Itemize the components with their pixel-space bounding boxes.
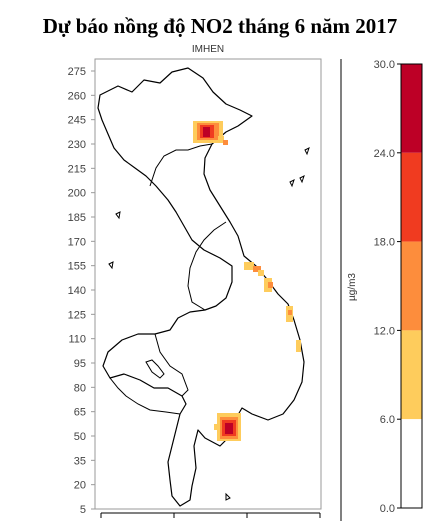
no2-hotspot-hanoi — [193, 121, 228, 145]
vietnam-outline — [97, 67, 305, 507]
no2-hotspot-hue-danang — [244, 262, 264, 276]
y-tick-label: 260 — [68, 90, 86, 102]
y-tick-label: 275 — [68, 66, 86, 78]
paracel-islands — [289, 147, 310, 188]
tonle-sap-lake — [145, 359, 165, 379]
legend-break-labels: 30.0 24.0 18.0 12.0 6.0 0.0 — [374, 59, 401, 515]
islands — [108, 211, 231, 501]
no2-hotspot-hcmc — [214, 413, 241, 441]
y-tick-label: 230 — [68, 139, 86, 151]
legend-break-label: 0.0 — [380, 503, 395, 515]
legend-break-label: 24.0 — [374, 148, 395, 160]
y-tick-label: 50 — [74, 431, 86, 443]
no2-hotspot-quang-ngai — [264, 278, 273, 292]
map-title: Dự báo nồng độ NO2 tháng 6 năm 2017 — [42, 14, 398, 38]
y-tick-label: 95 — [74, 358, 86, 370]
y-tick-label: 200 — [68, 188, 86, 200]
y-tick-label: 140 — [68, 285, 86, 297]
legend-break-label: 6.0 — [380, 414, 395, 426]
y-tick-label: 80 — [74, 382, 86, 394]
border-lines — [109, 143, 227, 415]
y-tick-label: 245 — [68, 115, 86, 127]
legend-unit-label: µg/m3 — [347, 273, 358, 301]
legend-break-label: 12.0 — [374, 325, 395, 337]
legend-color-swatch — [401, 419, 422, 508]
legend-color-swatch — [401, 64, 422, 153]
y-tick-label: 5 — [80, 504, 86, 516]
y-axis: 275 260 245 230 215 200 185 170 155 140 125 110 95 80… — [68, 59, 96, 516]
y-tick-label: 125 — [68, 309, 86, 321]
legend-color-swatch — [401, 152, 422, 242]
map-subtitle: IMHEN — [192, 44, 224, 55]
y-tick-label: 65 — [74, 407, 86, 419]
y-tick-label: 185 — [68, 212, 86, 224]
no2-hotspot-binh-dinh — [286, 306, 301, 352]
legend-break-label: 30.0 — [374, 59, 395, 71]
y-tick-label: 215 — [68, 163, 86, 175]
y-tick-label: 155 — [68, 261, 86, 273]
x-axis — [100, 512, 321, 518]
y-tick-label: 20 — [74, 480, 86, 492]
legend-break-label: 18.0 — [374, 237, 395, 249]
y-tick-label: 170 — [68, 236, 86, 248]
legend-color-bar — [400, 63, 423, 509]
legend-color-swatch — [401, 330, 422, 420]
legend: µg/m3 30.0 24.0 18.0 12.0 6.0 0.0 — [340, 59, 423, 521]
legend-color-swatch — [401, 241, 422, 331]
y-tick-label: 35 — [74, 455, 86, 467]
y-tick-label: 110 — [68, 334, 86, 346]
